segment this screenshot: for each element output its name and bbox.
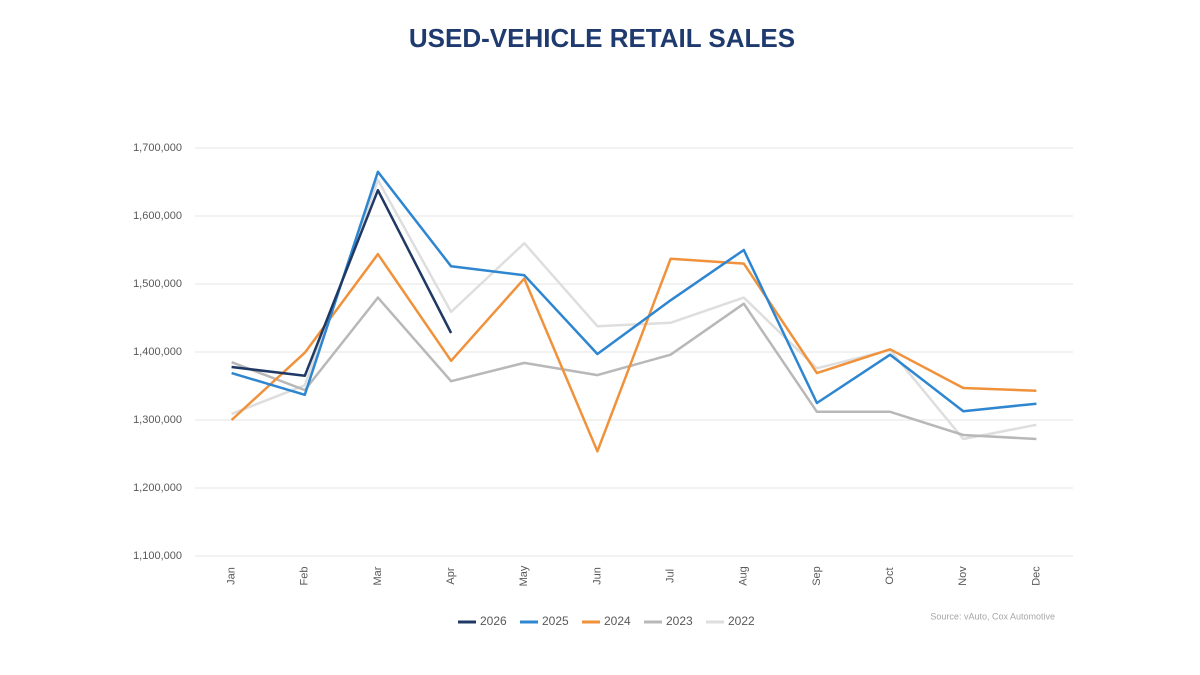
y-tick-label: 1,300,000 [133, 414, 182, 426]
y-tick-label: 1,400,000 [133, 346, 182, 358]
series-line [231, 178, 1037, 441]
series-line [231, 296, 1037, 441]
legend-label: 2022 [728, 614, 755, 628]
x-tick-label: May [518, 565, 530, 586]
x-tick-label: Dec [1030, 566, 1042, 586]
y-tick-label: 1,200,000 [133, 482, 182, 494]
x-tick-label: Jun [591, 567, 603, 585]
source-note: Source: vAuto, Cox Automotive [930, 611, 1055, 621]
legend-label: 2023 [666, 614, 693, 628]
x-tick-label: Apr [445, 567, 457, 584]
legend-label: 2025 [542, 614, 569, 628]
y-tick-label: 1,700,000 [133, 142, 182, 154]
series-line [231, 170, 1037, 413]
series-line [231, 188, 453, 378]
x-tick-label: Nov [957, 566, 969, 586]
y-tick-label: 1,500,000 [133, 278, 182, 290]
x-tick-label: Feb [299, 567, 311, 586]
x-tick-label: Oct [884, 567, 896, 584]
y-tick-label: 1,100,000 [133, 550, 182, 562]
legend-label: 2024 [604, 614, 631, 628]
legend-label: 2026 [480, 614, 507, 628]
x-tick-label: Sep [811, 566, 823, 586]
series-line [230, 252, 1037, 453]
x-tick-label: Aug [738, 566, 750, 586]
x-tick-label: Mar [372, 566, 384, 585]
x-tick-label: Jan [225, 567, 237, 585]
y-tick-label: 1,600,000 [133, 210, 182, 222]
x-tick-label: Jul [664, 569, 676, 583]
chart-title: USED-VEHICLE RETAIL SALES [409, 23, 795, 53]
